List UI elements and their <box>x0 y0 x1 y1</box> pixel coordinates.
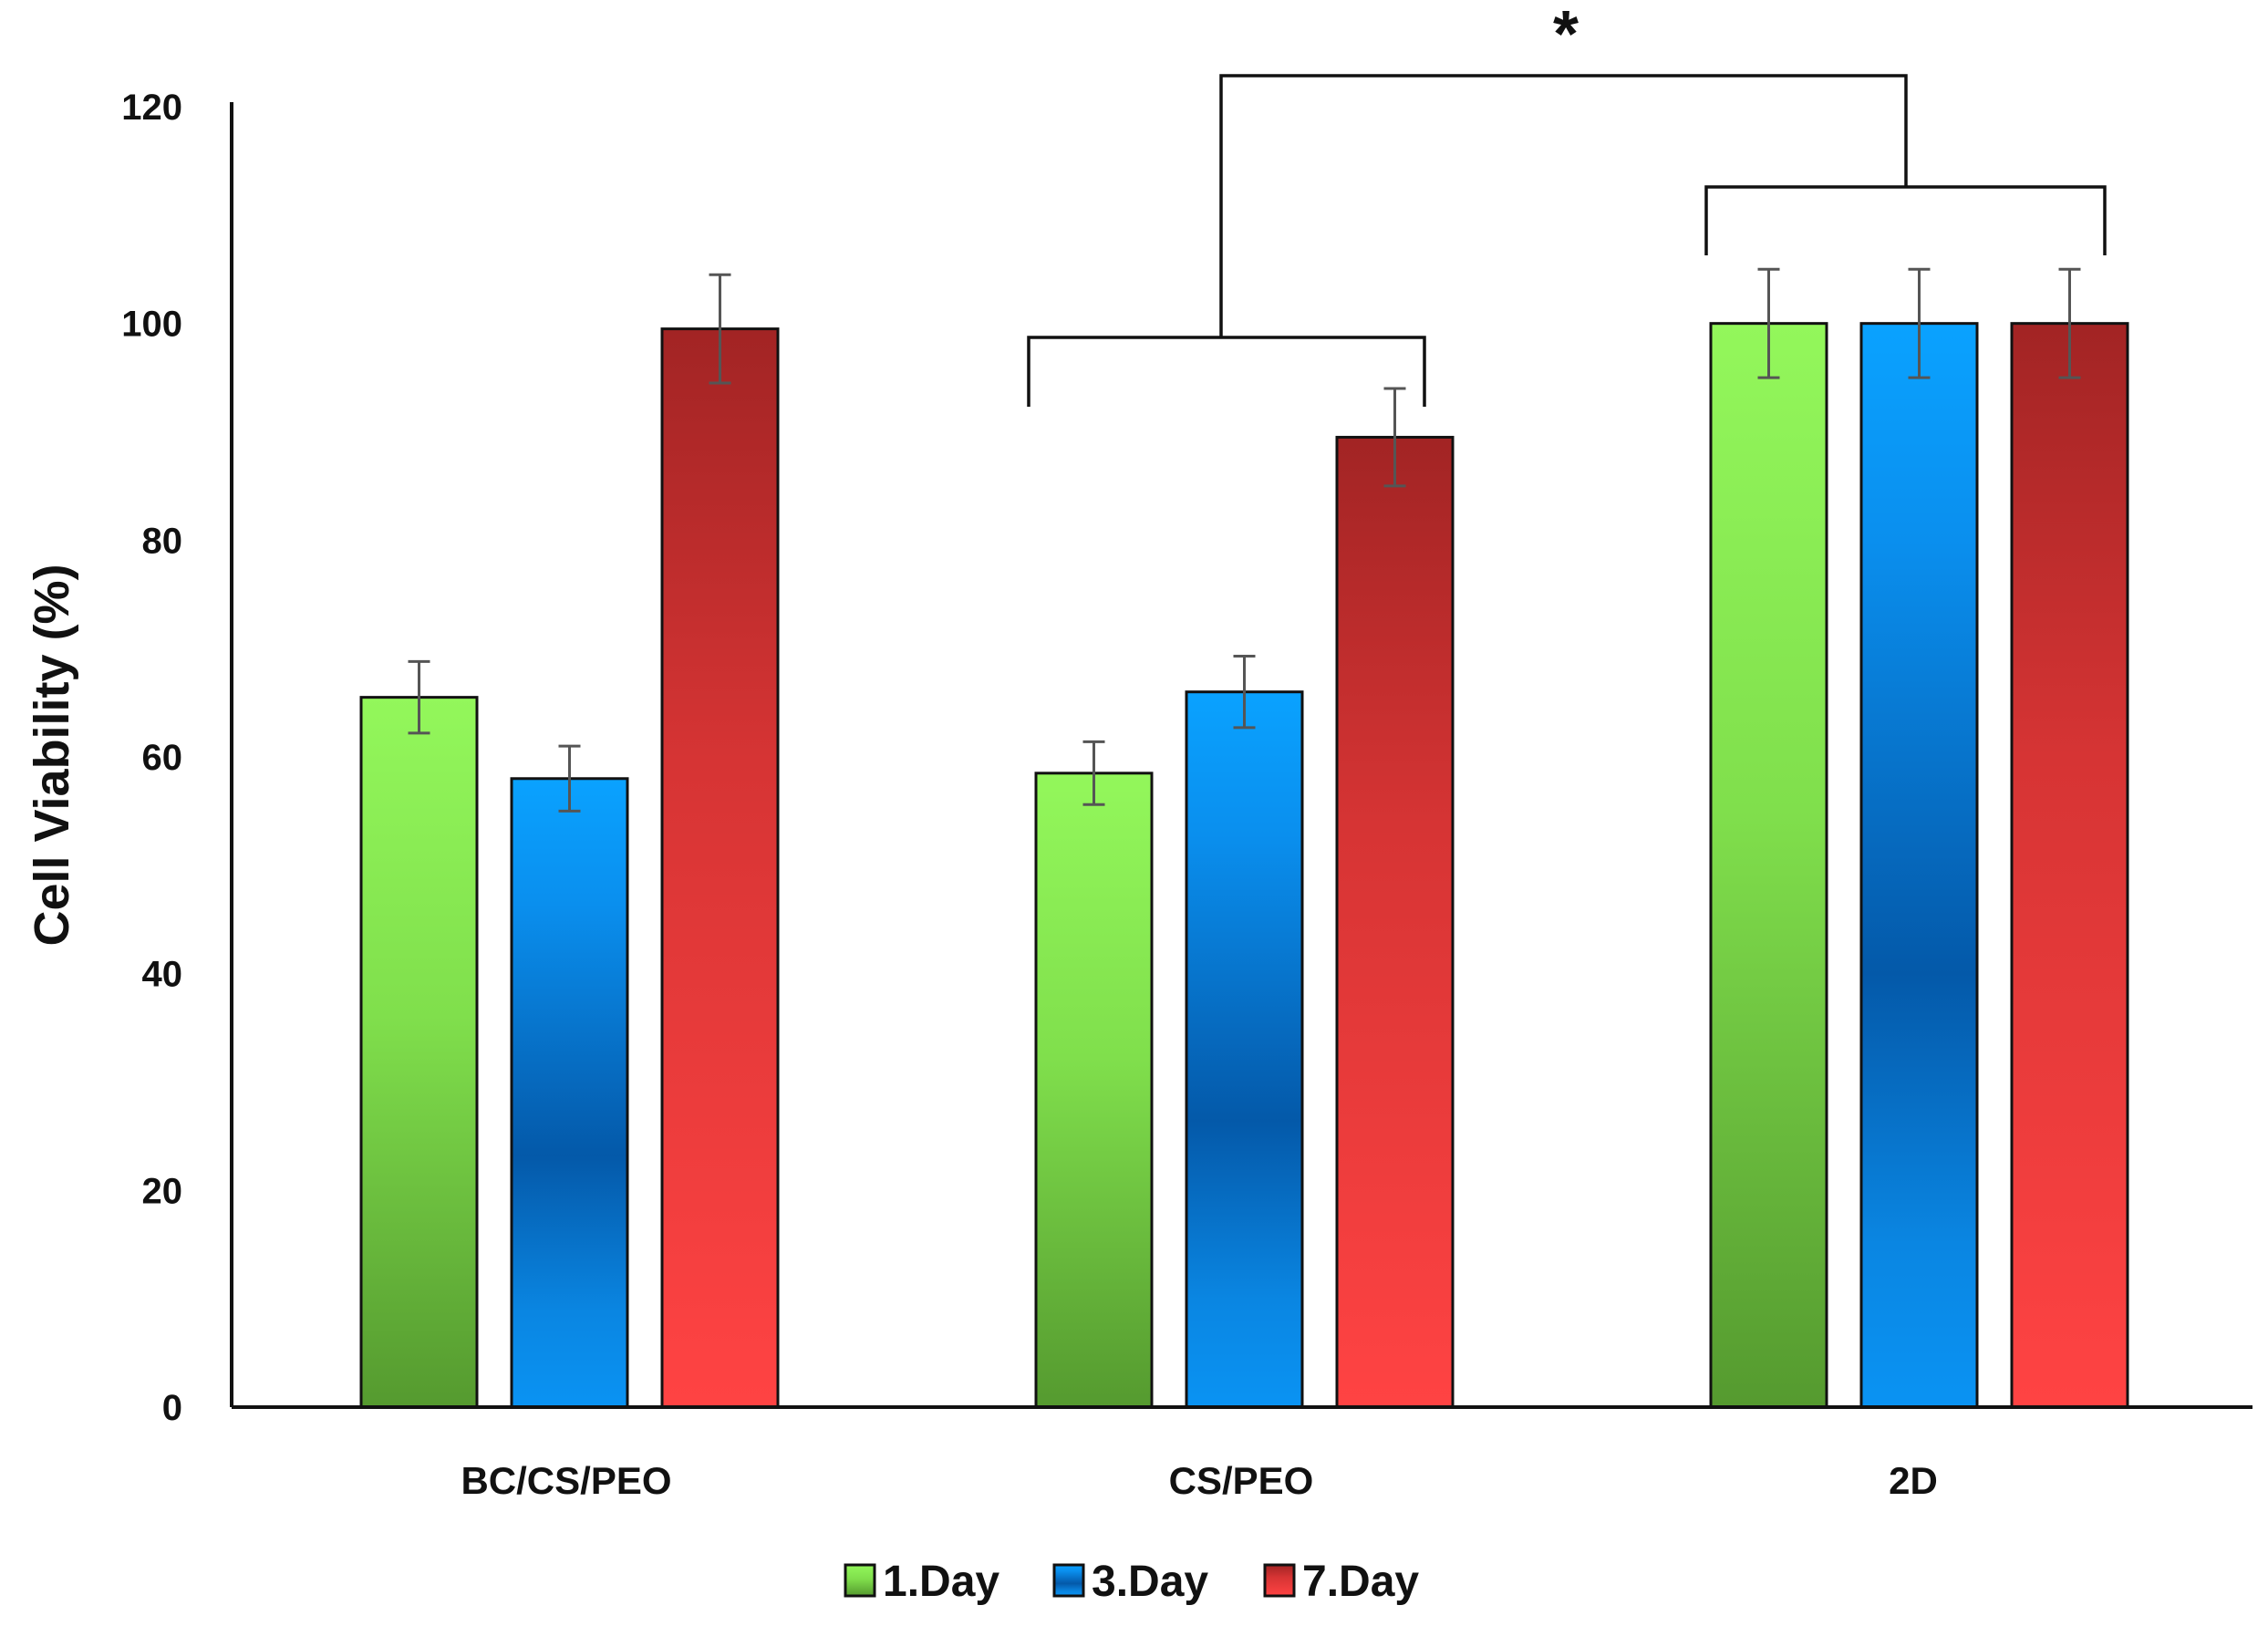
legend-swatch-1-day <box>844 1563 876 1598</box>
y-tick-label-40: 40 <box>142 955 183 995</box>
bracket-top <box>1219 74 1908 337</box>
error-bar-cs-peo-1-day <box>1082 740 1105 806</box>
bracket-cs-peo <box>1027 336 1426 407</box>
x-axis-labels: BC/CS/PEO CS/PEO 2D <box>461 1459 1937 1502</box>
error-bar-bc-cs-peo-3-day <box>558 744 581 813</box>
bar-bc-cs-peo-3-day <box>510 777 629 1409</box>
y-tick-label-80: 80 <box>142 521 183 561</box>
error-bar-bc-cs-peo-1-day <box>408 659 430 735</box>
x-tick-label-cs-peo: CS/PEO <box>1169 1459 1314 1502</box>
error-bar-bc-cs-peo-7-day <box>709 273 731 385</box>
y-axis-title: Cell Viability (%) <box>25 564 79 946</box>
bar-cs-peo-7-day <box>1335 435 1455 1409</box>
error-bar-cs-peo-7-day <box>1383 387 1406 488</box>
error-bar-2d-3-day <box>1908 267 1931 379</box>
legend-label-3-day: 3.Day <box>1092 1558 1208 1606</box>
legend-label-1-day: 1.Day <box>883 1558 999 1606</box>
bar-2d-1-day <box>1709 322 1828 1409</box>
legend-swatch-3-day <box>1052 1563 1085 1598</box>
error-bar-2d-1-day <box>1757 267 1780 379</box>
y-tick-label-120: 120 <box>121 88 182 128</box>
y-tick-label-20: 20 <box>142 1171 183 1211</box>
y-tick-label-100: 100 <box>121 305 182 345</box>
significance-star: * <box>1553 0 1579 71</box>
x-tick-label-2d: 2D <box>1889 1459 1938 1502</box>
bar-bc-cs-peo-7-day <box>660 327 780 1409</box>
x-tick-label-bc-cs-peo: BC/CS/PEO <box>461 1459 671 1502</box>
significance-bracket: * <box>1027 0 2107 407</box>
y-tick-label-0: 0 <box>162 1388 182 1428</box>
bracket-2d <box>1704 185 2107 255</box>
error-bar-2d-7-day <box>2058 267 2081 379</box>
bar-2d-7-day <box>2010 322 2129 1409</box>
bar-cs-peo-1-day <box>1034 772 1154 1409</box>
error-bar-cs-peo-3-day <box>1233 654 1256 730</box>
legend-swatch-7-day <box>1263 1563 1296 1598</box>
bar-cs-peo-3-day <box>1185 690 1304 1409</box>
y-tick-label-60: 60 <box>142 738 183 778</box>
legend: 1.Day 3.Day 7.Day <box>844 1558 1419 1606</box>
bar-2d-3-day <box>1859 322 1979 1409</box>
y-axis-ticks: 0 20 40 60 80 100 120 <box>121 88 182 1428</box>
plot-area <box>359 267 2129 1409</box>
bar-bc-cs-peo-1-day <box>359 696 479 1409</box>
legend-label-7-day: 7.Day <box>1302 1558 1419 1606</box>
